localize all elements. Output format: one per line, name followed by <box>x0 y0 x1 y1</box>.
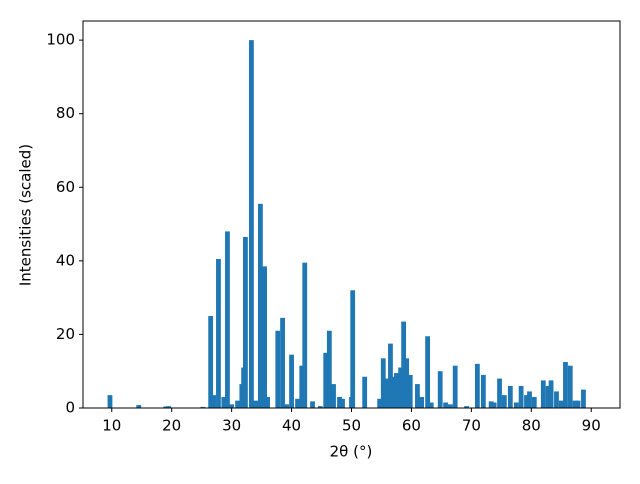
bar <box>362 376 368 408</box>
bar <box>407 374 413 408</box>
bar <box>380 358 386 408</box>
bar <box>211 395 217 408</box>
bar <box>265 396 270 408</box>
bar <box>249 40 254 409</box>
bar <box>415 384 420 408</box>
bar <box>531 396 537 408</box>
bar <box>401 321 407 408</box>
bar <box>317 406 323 408</box>
bar <box>548 380 554 408</box>
x-tick-label: 10 <box>102 417 121 435</box>
bar <box>284 404 290 408</box>
x-tick-label: 30 <box>222 417 241 435</box>
y-tick-label: 100 <box>46 31 75 49</box>
bar <box>275 330 281 408</box>
bar <box>221 396 227 408</box>
y-tick-label: 20 <box>56 325 75 343</box>
bar <box>545 385 551 408</box>
bar <box>558 400 564 408</box>
x-tick-label: 60 <box>402 417 421 435</box>
bar <box>280 317 285 408</box>
bar <box>208 316 214 408</box>
bar <box>323 352 329 408</box>
bar <box>302 262 308 408</box>
bar <box>391 376 396 408</box>
y-axis-label: Intensities (scaled) <box>17 144 35 286</box>
bar <box>398 367 404 408</box>
bar <box>452 365 458 408</box>
bar <box>310 401 315 408</box>
x-tick-label: 50 <box>342 417 361 435</box>
bar <box>443 402 448 408</box>
bar <box>567 365 573 408</box>
bar <box>404 358 410 408</box>
x-tick-label: 20 <box>162 417 181 435</box>
y-tick-label: 0 <box>65 399 75 417</box>
bar <box>572 400 578 408</box>
y-tick-label: 60 <box>56 178 75 196</box>
bar <box>527 391 532 408</box>
bar <box>581 389 586 408</box>
bar <box>518 385 524 408</box>
y-tick-label: 40 <box>56 251 75 269</box>
bar <box>225 231 230 408</box>
bar <box>326 330 332 408</box>
bar <box>480 374 486 408</box>
bar <box>107 395 113 408</box>
bar <box>425 336 431 408</box>
bar <box>136 405 142 408</box>
bar <box>299 365 305 408</box>
bar <box>243 236 248 408</box>
bar <box>474 363 480 408</box>
bar <box>163 406 169 408</box>
bar <box>394 373 399 408</box>
bar <box>253 400 259 408</box>
bar <box>200 406 206 408</box>
bar <box>497 378 502 408</box>
bar <box>388 343 393 408</box>
bar <box>350 290 356 408</box>
bar <box>447 404 453 408</box>
bar <box>575 400 581 408</box>
bar <box>507 385 513 408</box>
bar <box>289 354 294 408</box>
bar <box>295 398 300 408</box>
bar <box>340 398 345 408</box>
bar <box>258 203 263 408</box>
x-tick-label: 90 <box>582 417 601 435</box>
bar <box>377 398 383 408</box>
bar <box>235 400 241 408</box>
y-tick-label: 80 <box>56 104 75 122</box>
bar <box>524 395 529 408</box>
bar <box>216 259 221 408</box>
bar <box>383 378 389 408</box>
bar <box>563 362 568 408</box>
bar <box>540 380 546 408</box>
bar <box>331 384 336 408</box>
bar <box>437 371 443 408</box>
bar <box>464 406 469 408</box>
bar <box>229 404 235 408</box>
bar <box>262 266 267 408</box>
bar <box>501 395 507 408</box>
x-tick-label: 70 <box>462 417 481 435</box>
bar <box>554 391 559 408</box>
bar <box>166 406 172 408</box>
bar <box>337 396 342 408</box>
x-tick-label: 40 <box>282 417 301 435</box>
bar <box>491 402 497 408</box>
x-tick-label: 80 <box>522 417 541 435</box>
bar <box>488 401 494 408</box>
bar <box>428 402 434 408</box>
bar <box>419 396 425 408</box>
x-axis-label: 2θ (°) <box>330 443 373 461</box>
bar <box>513 402 519 408</box>
